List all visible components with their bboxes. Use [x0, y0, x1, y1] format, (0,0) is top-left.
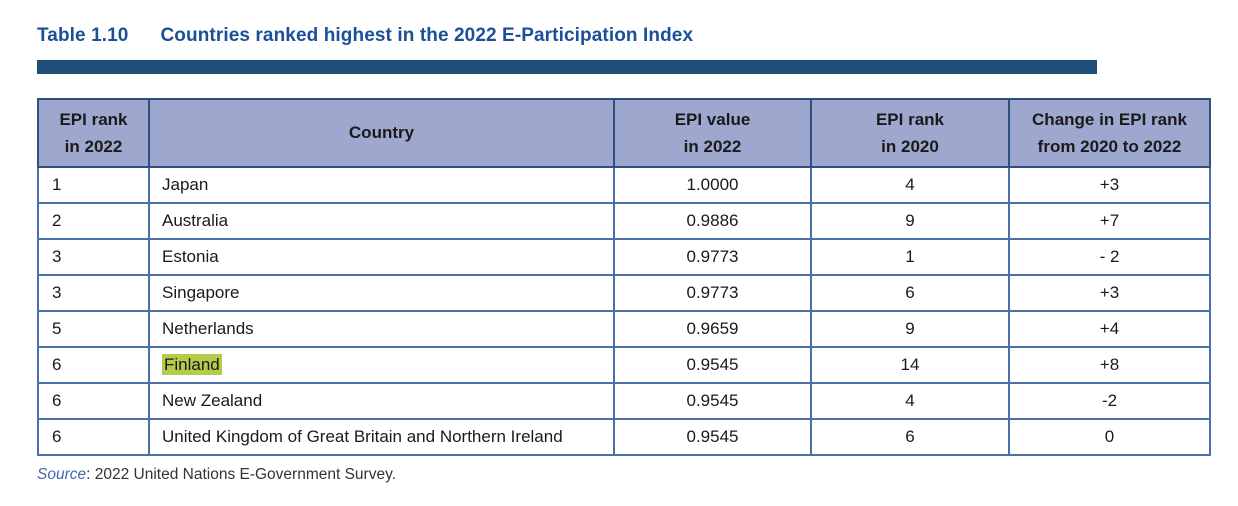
cell-epi-value: 0.9659 — [613, 310, 812, 348]
epi-ranking-table: EPI rank in 2022 Country EPI value in 20… — [37, 98, 1211, 456]
cell-rank-2020: 6 — [810, 418, 1010, 456]
cell-rank-2020: 6 — [810, 274, 1010, 312]
cell-rank-2020: 1 — [810, 238, 1010, 276]
cell-rank-2020: 9 — [810, 202, 1010, 240]
cell-rank-change: 0 — [1008, 418, 1211, 456]
cell-rank-change: +4 — [1008, 310, 1211, 348]
table-row: 6 New Zealand 0.9545 4 -2 — [37, 382, 1211, 420]
table-row: 5 Netherlands 0.9659 9 +4 — [37, 310, 1211, 348]
table-title: Countries ranked highest in the 2022 E-P… — [160, 25, 694, 46]
cell-rank-2022: 6 — [37, 346, 150, 384]
col-header-country: Country — [148, 98, 615, 168]
cell-country: New Zealand — [148, 382, 615, 420]
cell-country: Japan — [148, 166, 615, 204]
col-header-epi-rank-2020: EPI rank in 2020 — [810, 98, 1010, 168]
cell-rank-change: - 2 — [1008, 238, 1211, 276]
source-note: Source: 2022 United Nations E-Government… — [37, 466, 396, 484]
source-label: Source — [37, 466, 87, 483]
cell-rank-2020: 14 — [810, 346, 1010, 384]
cell-rank-2020: 9 — [810, 310, 1010, 348]
cell-rank-change: +3 — [1008, 274, 1211, 312]
cell-rank-change: +8 — [1008, 346, 1211, 384]
cell-epi-value: 0.9773 — [613, 274, 812, 312]
cell-epi-value: 0.9773 — [613, 238, 812, 276]
cell-country: Estonia — [148, 238, 615, 276]
table-row: 6 United Kingdom of Great Britain and No… — [37, 418, 1211, 456]
table-number: Table 1.10 — [37, 25, 129, 46]
cell-country: Australia — [148, 202, 615, 240]
col-header-epi-value-2022: EPI value in 2022 — [613, 98, 812, 168]
table-row: 3 Estonia 0.9773 1 - 2 — [37, 238, 1211, 276]
cell-epi-value: 0.9545 — [613, 382, 812, 420]
table-row-finland: 6 Finland 0.9545 14 +8 — [37, 346, 1211, 384]
cell-epi-value: 1.0000 — [613, 166, 812, 204]
table-caption: Table 1.10 Countries ranked highest in t… — [37, 25, 693, 47]
cell-country: Singapore — [148, 274, 615, 312]
cell-rank-change: +7 — [1008, 202, 1211, 240]
cell-rank-change: +3 — [1008, 166, 1211, 204]
cell-country: Finland — [148, 346, 615, 384]
title-rule-bar — [37, 60, 1097, 74]
cell-epi-value: 0.9886 — [613, 202, 812, 240]
table-row: 1 Japan 1.0000 4 +3 — [37, 166, 1211, 204]
col-header-epi-rank-2022: EPI rank in 2022 — [37, 98, 150, 168]
header-row: EPI rank in 2022 Country EPI value in 20… — [37, 98, 1211, 168]
cell-country: United Kingdom of Great Britain and Nort… — [148, 418, 615, 456]
table-row: 2 Australia 0.9886 9 +7 — [37, 202, 1211, 240]
cell-country: Netherlands — [148, 310, 615, 348]
source-text: : 2022 United Nations E-Government Surve… — [86, 466, 396, 483]
cell-epi-value: 0.9545 — [613, 418, 812, 456]
col-header-change-epi-rank: Change in EPI rank from 2020 to 2022 — [1008, 98, 1211, 168]
cell-rank-2022: 2 — [37, 202, 150, 240]
highlighted-country: Finland — [162, 354, 222, 375]
cell-rank-change: -2 — [1008, 382, 1211, 420]
cell-rank-2022: 3 — [37, 274, 150, 312]
cell-epi-value: 0.9545 — [613, 346, 812, 384]
table-row: 3 Singapore 0.9773 6 +3 — [37, 274, 1211, 312]
cell-rank-2020: 4 — [810, 166, 1010, 204]
cell-rank-2022: 6 — [37, 382, 150, 420]
cell-rank-2022: 1 — [37, 166, 150, 204]
cell-rank-2022: 5 — [37, 310, 150, 348]
cell-rank-2022: 3 — [37, 238, 150, 276]
cell-rank-2022: 6 — [37, 418, 150, 456]
cell-rank-2020: 4 — [810, 382, 1010, 420]
